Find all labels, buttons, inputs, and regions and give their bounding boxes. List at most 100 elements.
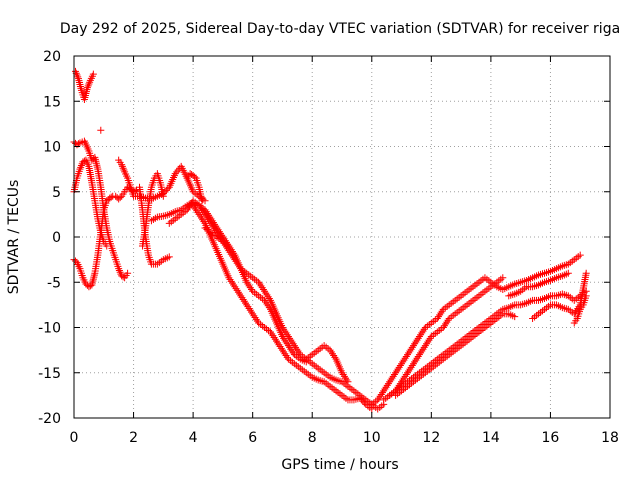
x-axis-label: GPS time / hours xyxy=(281,457,398,473)
data-point xyxy=(171,170,179,178)
chart-title: Day 292 of 2025, Sidereal Day-to-day VTE… xyxy=(60,21,620,37)
data-point xyxy=(423,340,431,348)
data-point xyxy=(234,288,242,296)
data-point xyxy=(414,334,422,342)
data-point xyxy=(434,313,442,321)
data-point xyxy=(400,374,408,382)
data-point xyxy=(201,210,209,218)
data-point xyxy=(287,336,295,344)
data-point xyxy=(97,126,105,134)
data-point xyxy=(290,342,298,350)
data-point xyxy=(232,285,240,293)
data-point xyxy=(411,358,419,366)
data-point xyxy=(246,306,254,314)
data-point xyxy=(419,327,427,335)
y-tick-label: -20 xyxy=(38,411,61,427)
data-point xyxy=(405,349,413,357)
data-point xyxy=(398,360,406,368)
data-point xyxy=(415,351,423,359)
data-point xyxy=(199,216,207,224)
data-point xyxy=(84,82,92,90)
data-point xyxy=(119,164,127,172)
data-point xyxy=(406,347,414,355)
data-point xyxy=(438,307,446,315)
x-tick-label: 0 xyxy=(70,430,79,446)
data-point xyxy=(240,297,248,305)
data-point xyxy=(227,246,235,254)
x-tick-label: 14 xyxy=(482,430,500,446)
data-point xyxy=(389,372,397,380)
data-point xyxy=(402,371,410,379)
data-point xyxy=(414,352,422,360)
data-point xyxy=(228,279,236,287)
data-point xyxy=(418,329,426,337)
data-point xyxy=(89,70,97,78)
data-point xyxy=(228,247,236,255)
data-point xyxy=(262,298,270,306)
data-point xyxy=(284,333,292,341)
data-point xyxy=(399,358,407,366)
data-point xyxy=(360,399,368,407)
data-point xyxy=(195,201,203,209)
data-point xyxy=(407,345,415,353)
y-axis-label: SDTVAR / TECUs xyxy=(6,180,22,295)
data-point xyxy=(442,320,450,328)
y-tick-label: -10 xyxy=(38,321,61,337)
data-point xyxy=(183,206,191,214)
data-point xyxy=(404,351,412,359)
data-point xyxy=(511,313,519,321)
data-point xyxy=(106,194,114,202)
data-point xyxy=(231,283,239,291)
data-point xyxy=(165,253,173,261)
data-point xyxy=(199,207,207,215)
data-point xyxy=(283,353,291,361)
data-point xyxy=(282,338,290,346)
data-point xyxy=(388,374,396,382)
data-point xyxy=(261,287,269,295)
data-point xyxy=(288,338,296,346)
data-point xyxy=(394,365,402,373)
data-point xyxy=(404,369,412,377)
data-point xyxy=(255,278,263,286)
data-point xyxy=(412,338,420,346)
data-point xyxy=(326,346,334,354)
data-point xyxy=(338,369,346,377)
data-point xyxy=(386,378,394,386)
data-point xyxy=(73,71,81,79)
data-point xyxy=(253,317,261,325)
data-point xyxy=(236,290,244,298)
data-point xyxy=(382,383,390,391)
data-point xyxy=(263,291,271,299)
data-point xyxy=(190,203,198,211)
data-point xyxy=(268,330,276,338)
data-point xyxy=(207,219,215,227)
data-point xyxy=(271,335,279,343)
y-tick-label: 0 xyxy=(52,230,61,246)
data-point xyxy=(264,293,272,301)
data-point xyxy=(374,396,382,404)
data-point xyxy=(257,282,265,290)
data-point xyxy=(281,336,289,344)
data-point xyxy=(421,342,429,350)
data-point xyxy=(436,311,444,319)
data-point xyxy=(250,312,258,320)
data-point xyxy=(270,333,278,341)
data-point xyxy=(205,216,213,224)
data-points xyxy=(70,67,590,413)
data-point xyxy=(242,299,250,307)
data-point xyxy=(256,280,264,288)
data-point xyxy=(208,221,216,229)
data-point xyxy=(409,342,417,350)
data-point xyxy=(392,369,400,377)
y-tick-label: -15 xyxy=(38,366,61,382)
data-point xyxy=(426,334,434,342)
data-point xyxy=(284,342,292,350)
data-point xyxy=(186,202,194,210)
data-point xyxy=(444,316,452,324)
data-point xyxy=(191,205,199,213)
x-tick-label: 2 xyxy=(129,430,138,446)
data-point xyxy=(413,336,421,344)
data-point xyxy=(343,376,351,384)
y-tick-label: 15 xyxy=(43,94,61,110)
